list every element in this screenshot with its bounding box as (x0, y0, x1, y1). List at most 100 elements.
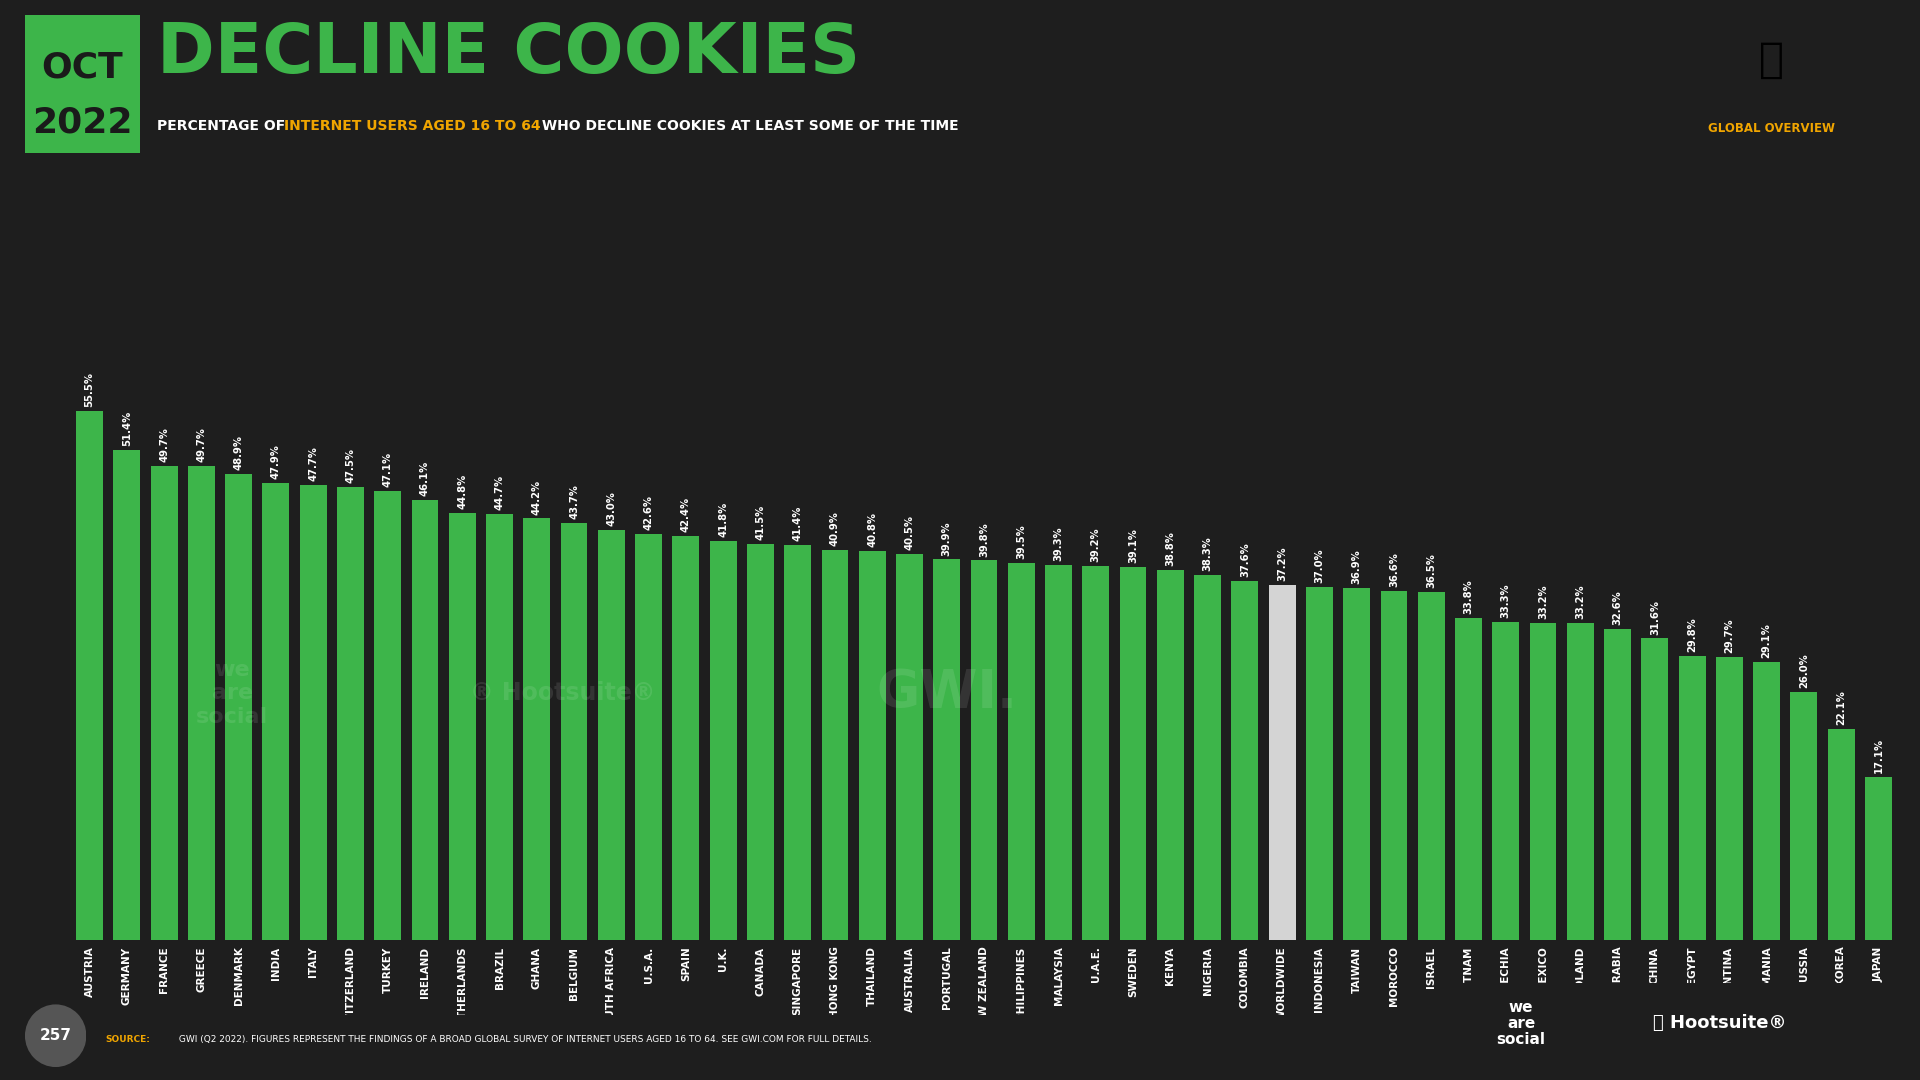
Text: 36.9%: 36.9% (1352, 550, 1361, 584)
Bar (1008, 563, 1035, 940)
Text: 43.0%: 43.0% (607, 491, 616, 526)
Bar (1567, 623, 1594, 940)
Text: DECLINE COOKIES: DECLINE COOKIES (157, 21, 860, 87)
Text: 39.9%: 39.9% (941, 521, 952, 555)
Text: ® Hootsuite®: ® Hootsuite® (470, 681, 655, 705)
Text: SOURCE:: SOURCE: (106, 1035, 150, 1044)
Text: 26.0%: 26.0% (1799, 653, 1809, 688)
Bar (822, 550, 849, 940)
Text: 257: 257 (40, 1028, 71, 1043)
Bar (1603, 629, 1630, 940)
Bar (972, 561, 996, 940)
Text: 39.2%: 39.2% (1091, 528, 1100, 563)
Bar (411, 500, 438, 940)
Ellipse shape (25, 1004, 86, 1067)
Text: 47.5%: 47.5% (346, 448, 355, 483)
Text: 41.4%: 41.4% (793, 505, 803, 541)
Bar (374, 490, 401, 940)
Bar (1344, 588, 1371, 940)
Text: 29.7%: 29.7% (1724, 618, 1734, 652)
Text: 47.7%: 47.7% (309, 446, 319, 482)
Text: 49.7%: 49.7% (196, 428, 205, 462)
Bar (1269, 585, 1296, 940)
Bar (597, 530, 624, 940)
Bar (710, 541, 737, 940)
Bar (561, 523, 588, 940)
Bar (77, 410, 104, 940)
Bar (1194, 575, 1221, 940)
Bar (1417, 592, 1444, 940)
Bar (1716, 657, 1743, 940)
Bar (524, 518, 551, 940)
Bar (338, 487, 365, 940)
Text: 46.1%: 46.1% (420, 461, 430, 497)
Bar (1753, 662, 1780, 940)
Text: OCT: OCT (42, 51, 123, 84)
Text: 38.3%: 38.3% (1202, 536, 1213, 571)
Bar (300, 485, 326, 940)
Bar (672, 536, 699, 940)
Text: 47.1%: 47.1% (382, 451, 394, 487)
Text: 37.0%: 37.0% (1315, 549, 1325, 583)
Text: 17.1%: 17.1% (1874, 738, 1884, 773)
Bar (1642, 638, 1668, 940)
Bar (1158, 570, 1185, 940)
Text: 42.4%: 42.4% (682, 497, 691, 531)
Text: GLOBAL OVERVIEW: GLOBAL OVERVIEW (1707, 122, 1836, 135)
Bar (113, 449, 140, 940)
Text: 48.9%: 48.9% (234, 435, 244, 470)
Text: 🌍: 🌍 (1759, 39, 1784, 80)
Bar (1306, 588, 1332, 940)
Text: 44.8%: 44.8% (457, 474, 467, 509)
Bar (1231, 581, 1258, 940)
Text: 38.8%: 38.8% (1165, 531, 1175, 566)
Text: 36.6%: 36.6% (1388, 552, 1400, 588)
Text: 39.8%: 39.8% (979, 522, 989, 556)
Text: 31.6%: 31.6% (1649, 599, 1659, 635)
Text: 41.8%: 41.8% (718, 502, 728, 538)
Bar (1678, 656, 1705, 940)
Text: 40.9%: 40.9% (829, 511, 839, 546)
Text: 29.1%: 29.1% (1763, 623, 1772, 659)
Text: 40.5%: 40.5% (904, 515, 914, 550)
Text: 39.5%: 39.5% (1016, 525, 1027, 559)
Bar (1119, 567, 1146, 940)
Bar (1492, 622, 1519, 940)
Text: we
are
social: we are social (196, 660, 269, 727)
Text: 44.7%: 44.7% (495, 475, 505, 510)
Bar (897, 554, 924, 940)
Bar (1791, 692, 1818, 940)
Text: 2022: 2022 (33, 106, 132, 140)
Text: GWI.: GWI. (877, 667, 1018, 719)
Text: WHO DECLINE COOKIES AT LEAST SOME OF THE TIME: WHO DECLINE COOKIES AT LEAST SOME OF THE… (538, 119, 960, 133)
Text: 🦉 Hootsuite®: 🦉 Hootsuite® (1653, 1014, 1786, 1032)
Bar (1083, 566, 1110, 940)
Text: 33.3%: 33.3% (1501, 584, 1511, 619)
Text: 32.6%: 32.6% (1613, 591, 1622, 625)
Text: INTERNET USERS AGED 16 TO 64: INTERNET USERS AGED 16 TO 64 (284, 119, 541, 133)
Text: 36.5%: 36.5% (1427, 553, 1436, 588)
Bar (1380, 591, 1407, 940)
Text: 29.8%: 29.8% (1688, 617, 1697, 652)
Text: 51.4%: 51.4% (121, 410, 132, 446)
Text: 49.7%: 49.7% (159, 428, 169, 462)
Bar (1044, 565, 1071, 940)
Text: 33.2%: 33.2% (1574, 584, 1586, 620)
Bar (747, 544, 774, 940)
Text: GWI (Q2 2022). FIGURES REPRESENT THE FINDINGS OF A BROAD GLOBAL SURVEY OF INTERN: GWI (Q2 2022). FIGURES REPRESENT THE FIN… (177, 1035, 872, 1044)
Bar (783, 545, 810, 940)
Bar (1530, 623, 1557, 940)
Text: 44.2%: 44.2% (532, 480, 541, 514)
Text: 55.5%: 55.5% (84, 372, 94, 407)
Text: 37.6%: 37.6% (1240, 543, 1250, 578)
Bar (486, 514, 513, 940)
Text: PERCENTAGE OF: PERCENTAGE OF (157, 119, 290, 133)
Bar (150, 465, 177, 940)
Text: 41.5%: 41.5% (755, 505, 766, 540)
Text: 33.8%: 33.8% (1463, 579, 1473, 613)
Bar (1828, 729, 1855, 940)
Text: 47.9%: 47.9% (271, 445, 280, 480)
Text: 22.1%: 22.1% (1836, 690, 1847, 725)
Bar (1864, 777, 1891, 940)
Text: 37.2%: 37.2% (1277, 546, 1286, 581)
